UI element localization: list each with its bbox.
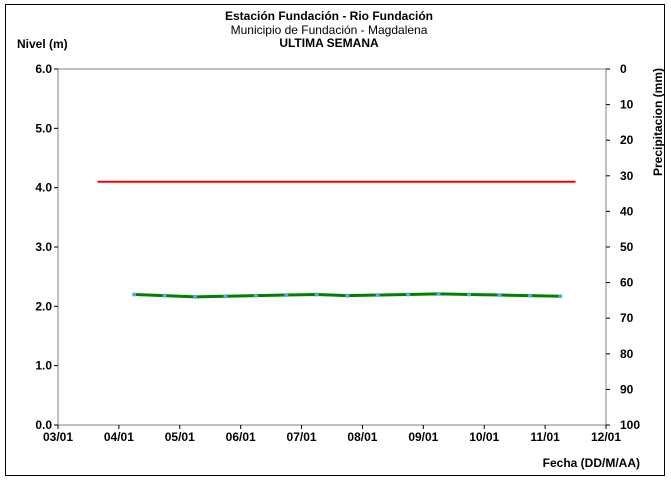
axes: 0.0 1.0 2.0 3.0 4.0 5.0 6.0 0 10 20 30 40 50 60 70 80 90… <box>35 62 640 444</box>
series-point <box>253 293 258 298</box>
x-tick-label: 12/01 <box>591 430 621 444</box>
x-tick-label: 04/01 <box>104 430 134 444</box>
chart-frame <box>5 4 665 476</box>
x-axis-label: Fecha (DD/M/AA) <box>543 456 640 470</box>
chart-title: Estación Fundación - Rio Fundación <box>225 9 433 23</box>
y-tick-label: 6.0 <box>35 62 52 76</box>
y-tick-label: 1.0 <box>35 359 52 373</box>
plot-area <box>57 68 607 426</box>
y-tick-label: 4.0 <box>35 181 52 195</box>
series-point <box>527 293 532 298</box>
series-point <box>314 292 319 297</box>
y-tick-label: 3.0 <box>35 240 52 254</box>
x-tick-label: 07/01 <box>287 430 317 444</box>
x-tick-label: 09/01 <box>408 430 438 444</box>
y2-axis-label: Precipitacion (mm) <box>651 68 665 176</box>
x-tick-label: 10/01 <box>469 430 499 444</box>
y2-tick-label: 60 <box>620 276 634 290</box>
y2-tick-label: 10 <box>620 98 634 112</box>
y-tick-label: 0.0 <box>35 418 52 432</box>
x-tick-label: 05/01 <box>165 430 195 444</box>
series-point <box>406 292 411 297</box>
series-layer <box>97 180 576 299</box>
y2-tick-label: 100 <box>620 418 640 432</box>
series-point <box>467 292 471 297</box>
series-point <box>375 293 380 298</box>
y2-tick-label: 80 <box>620 347 634 361</box>
y-axis-label: Nivel (m) <box>17 37 68 51</box>
series-point <box>193 294 197 299</box>
series-point <box>497 293 502 298</box>
series-point <box>132 292 137 297</box>
y2-tick-label: 0 <box>620 62 627 76</box>
y2-tick-label: 70 <box>620 311 634 325</box>
y2-tick-label: 50 <box>620 240 634 254</box>
y-tick-label: 2.0 <box>35 299 52 313</box>
y2-tick-label: 90 <box>620 382 634 396</box>
series-point <box>345 293 350 298</box>
chart-subtitle-period: ULTIMA SEMANA <box>279 36 379 50</box>
x-tick-label: 08/01 <box>347 430 377 444</box>
y2-tick-label: 40 <box>620 204 634 218</box>
x-tick-label: 03/01 <box>43 430 73 444</box>
series-point <box>284 293 289 298</box>
y2-tick-label: 20 <box>620 133 634 147</box>
series-point <box>223 294 228 299</box>
series-point <box>436 291 441 296</box>
y2-tick-label: 30 <box>620 169 634 183</box>
series-point <box>558 294 563 299</box>
chart-subtitle: Municipio de Fundación - Magdalena <box>231 23 428 37</box>
series-point <box>162 293 167 298</box>
y-tick-label: 5.0 <box>35 121 52 135</box>
x-tick-label: 11/01 <box>530 430 560 444</box>
x-tick-label: 06/01 <box>226 430 256 444</box>
